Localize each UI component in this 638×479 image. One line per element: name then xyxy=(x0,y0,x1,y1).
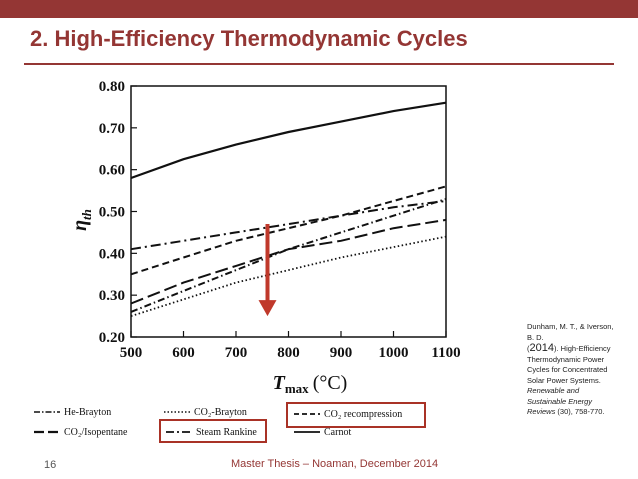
series-line-co2-recompression xyxy=(130,185,447,276)
highlight-box-co2-recompression xyxy=(286,402,426,428)
x-tick-label: 700 xyxy=(225,345,248,361)
y-axis-title: ηth xyxy=(69,209,94,231)
efficiency-chart: ηth Tmax (°C) 0.20 0.30 0.40 0.50 0.60 0.70 0.8… xyxy=(34,79,461,443)
legend-label-he-brayton: He-Brayton xyxy=(64,407,111,418)
series-line-co2-isopentane xyxy=(130,218,447,305)
x-tick-label: 600 xyxy=(172,345,195,361)
plot-frame xyxy=(130,85,447,338)
citation-year: 2014 xyxy=(529,342,554,354)
series-line-he-brayton xyxy=(130,198,447,313)
x-axis-title: Tmax (°C) xyxy=(273,372,348,396)
legend-label-co2-isopentane: CO₂/Isopentane xyxy=(64,427,128,438)
series-line-co2-brayton xyxy=(130,235,447,317)
y-tick-label: 0.80 xyxy=(99,79,125,95)
legend-label-co2-brayton: CO₂-Brayton xyxy=(194,407,247,418)
legend-label-carnot: Carnot xyxy=(324,427,351,438)
y-axis-symbol: η xyxy=(69,220,91,231)
y-tick-label: 0.40 xyxy=(99,246,125,262)
x-axis-subscript: max xyxy=(285,381,309,396)
series-line-carnot xyxy=(130,101,447,180)
citation-issue-pages: (30), 758-770. xyxy=(555,407,605,416)
slide-footer: Master Thesis – Noaman, December 2014 xyxy=(231,458,439,470)
y-tick-label: 0.20 xyxy=(99,330,125,346)
citation-journal: Renewable and Sustainable Energy Reviews xyxy=(527,386,593,416)
y-axis-subscript: th xyxy=(79,209,94,220)
slide-title: 2. High-Efficiency Thermodynamic Cycles xyxy=(30,26,468,51)
top-accent-bar xyxy=(0,0,638,18)
arrow-head xyxy=(258,300,277,317)
svg-text:Tmax(°C): Tmax (°C) xyxy=(273,372,348,396)
citation: Dunham, M. T., & Iverson, B. D. (2014). … xyxy=(527,322,614,416)
x-tick-label: 500 xyxy=(120,345,143,361)
y-tick-label: 0.50 xyxy=(99,205,125,221)
citation-authors: Dunham, M. T., & Iverson, B. D. xyxy=(527,322,614,342)
legend-label-steam-rankine: Steam Rankine xyxy=(196,427,257,438)
svg-text:ηth: ηth xyxy=(69,209,94,231)
title-underline xyxy=(24,63,614,65)
citation-title: High-Efficiency Thermodynamic Power Cycl… xyxy=(527,344,611,385)
x-tick-label: 800 xyxy=(277,345,300,361)
x-axis-unit: (°C) xyxy=(313,372,348,394)
x-tick-label: 1100 xyxy=(431,345,460,361)
series-line-steam-rankine xyxy=(130,200,447,251)
y-tick-label: 0.70 xyxy=(99,121,125,137)
y-tick-label: 0.30 xyxy=(99,288,125,304)
x-tick-label: 1000 xyxy=(379,345,409,361)
page-number: 16 xyxy=(44,459,57,471)
highlight-box-steam-rankine xyxy=(159,419,267,443)
x-axis-symbol: T xyxy=(273,372,286,394)
y-tick-label: 0.60 xyxy=(99,163,125,179)
legend-label-co2-recompression: CO₂ recompression xyxy=(324,409,402,420)
chart-legend: He-Brayton CO₂/Isopentane CO₂-Brayton St… xyxy=(34,402,426,443)
x-tick-label: 900 xyxy=(330,345,353,361)
